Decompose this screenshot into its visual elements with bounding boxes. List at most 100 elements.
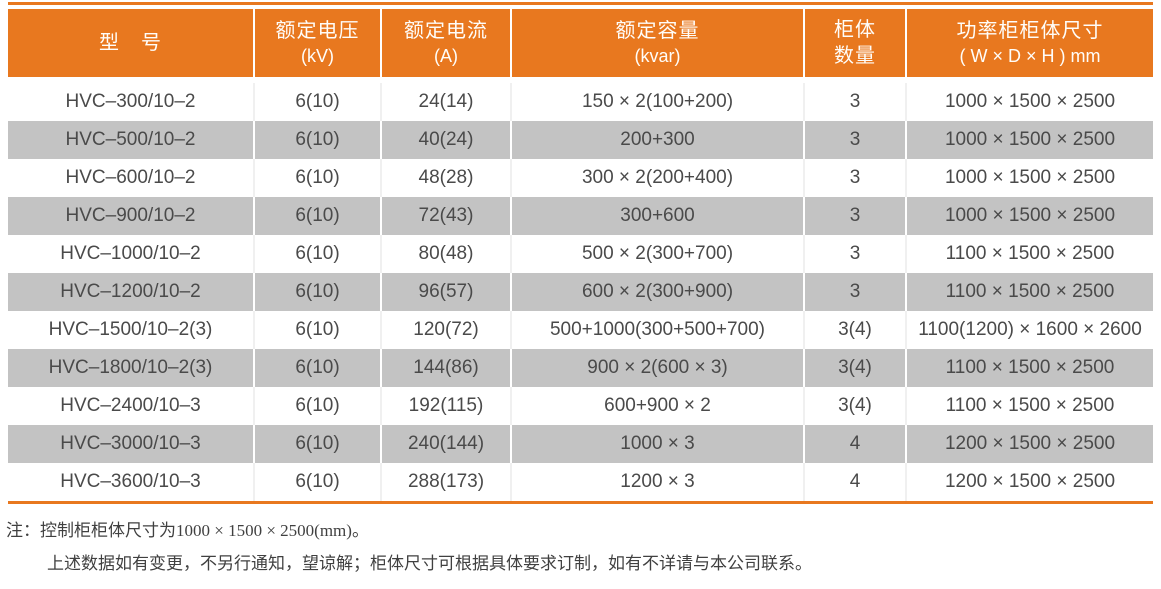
cell-rated-current: 72(43) [380, 197, 510, 235]
cell-rated-voltage: 6(10) [253, 159, 380, 197]
footnote-line-2: 上述数据如有变更，不另行通知，望谅解；柜体尺寸可根据具体要求订制，如有不详请与本… [47, 554, 812, 573]
table-row: HVC–300/10–2 6(10) 24(14) 150 × 2(100+200) 3… [8, 83, 1153, 121]
cell-rated-current: 288(173) [380, 463, 510, 501]
cell-rated-voltage: 6(10) [253, 273, 380, 311]
cell-model: HVC–1500/10–2(3) [8, 311, 253, 349]
cell-cabinet-dimensions: 1000 × 1500 × 2500 [905, 121, 1153, 159]
bottom-rule [8, 501, 1153, 504]
cell-rated-capacity: 600+900 × 2 [510, 387, 803, 425]
cell-cabinet-count: 4 [803, 463, 905, 501]
cell-cabinet-count: 3 [803, 273, 905, 311]
col-header-cabinet-count: 柜体 数量 [803, 9, 905, 83]
cell-rated-capacity: 900 × 2(600 × 3) [510, 349, 803, 387]
cell-rated-voltage: 6(10) [253, 349, 380, 387]
spec-table: 型 号 额定电压 (kV) 额定电流 (A) 额定容量 (kvar) [8, 9, 1153, 501]
col-header-rated-voltage: 额定电压 (kV) [253, 9, 380, 83]
cell-rated-voltage: 6(10) [253, 425, 380, 463]
footnote-line-1: 注：控制柜柜体尺寸为1000 × 1500 × 2500(mm)。 [6, 514, 1156, 547]
col-header-cabinet-dimensions: 功率柜柜体尺寸 ( W × D × H ) mm [905, 9, 1153, 83]
col-header-cabinet-dimensions-unit: ( W × D × H ) mm [959, 46, 1101, 66]
cell-cabinet-dimensions: 1000 × 1500 × 2500 [905, 197, 1153, 235]
cell-rated-current: 40(24) [380, 121, 510, 159]
cell-rated-capacity: 150 × 2(100+200) [510, 83, 803, 121]
cell-cabinet-dimensions: 1000 × 1500 × 2500 [905, 159, 1153, 197]
cell-cabinet-dimensions: 1200 × 1500 × 2500 [905, 425, 1153, 463]
col-header-rated-current-label: 额定电流 [404, 20, 488, 42]
cell-rated-voltage: 6(10) [253, 311, 380, 349]
header-row: 型 号 额定电压 (kV) 额定电流 (A) 额定容量 (kvar) [8, 9, 1153, 83]
cell-cabinet-dimensions: 1100 × 1500 × 2500 [905, 235, 1153, 273]
table-row: HVC–3600/10–3 6(10) 288(173) 1200 × 3 4 1200 … [8, 463, 1153, 501]
table-row: HVC–1800/10–2(3) 6(10) 144(86) 900 × 2(600 … [8, 349, 1153, 387]
cell-rated-capacity: 500+1000(300+500+700) [510, 311, 803, 349]
cell-rated-capacity: 1200 × 3 [510, 463, 803, 501]
footnote-text-1: 控制柜柜体尺寸为1000 × 1500 × 2500(mm)。 [40, 521, 369, 540]
cell-rated-capacity: 300 × 2(200+400) [510, 159, 803, 197]
col-header-rated-current-unit: (A) [434, 46, 458, 66]
cell-rated-current: 192(115) [380, 387, 510, 425]
cell-rated-current: 120(72) [380, 311, 510, 349]
cell-cabinet-count: 3 [803, 197, 905, 235]
cell-rated-voltage: 6(10) [253, 121, 380, 159]
cell-model: HVC–3600/10–3 [8, 463, 253, 501]
col-header-rated-voltage-label: 额定电压 [275, 20, 360, 42]
cell-rated-current: 96(57) [380, 273, 510, 311]
cell-rated-current: 144(86) [380, 349, 510, 387]
footnotes: 注：控制柜柜体尺寸为1000 × 1500 × 2500(mm)。 上述数据如有… [6, 514, 1156, 580]
cell-model: HVC–1800/10–2(3) [8, 349, 253, 387]
cell-cabinet-count: 3(4) [803, 349, 905, 387]
cell-rated-voltage: 6(10) [253, 463, 380, 501]
cell-rated-current: 48(28) [380, 159, 510, 197]
cell-model: HVC–2400/10–3 [8, 387, 253, 425]
col-header-rated-voltage-unit: (kV) [301, 46, 334, 66]
col-header-cabinet-count-label-2: 数量 [834, 45, 876, 67]
cell-cabinet-dimensions: 1200 × 1500 × 2500 [905, 463, 1153, 501]
cell-rated-capacity: 200+300 [510, 121, 803, 159]
table-body: HVC–300/10–2 6(10) 24(14) 150 × 2(100+200) 3… [8, 83, 1153, 501]
spec-table-zone: 型 号 额定电压 (kV) 额定电流 (A) 额定容量 (kvar) [8, 2, 1153, 504]
col-header-model: 型 号 [8, 9, 253, 83]
table-row: HVC–1200/10–2 6(10) 96(57) 600 × 2(300+900)… [8, 273, 1153, 311]
col-header-cabinet-dimensions-label: 功率柜柜体尺寸 [956, 20, 1104, 42]
cell-cabinet-count: 3 [803, 235, 905, 273]
table-row: HVC–900/10–2 6(10) 72(43) 300+600 3 1000 × 15… [8, 197, 1153, 235]
top-rule [8, 2, 1153, 5]
cell-model: HVC–3000/10–3 [8, 425, 253, 463]
col-header-cabinet-count-label-1: 柜体 [834, 19, 876, 41]
table-row: HVC–2400/10–3 6(10) 192(115) 600+900 × 2 3(4… [8, 387, 1153, 425]
cell-rated-voltage: 6(10) [253, 387, 380, 425]
cell-model: HVC–900/10–2 [8, 197, 253, 235]
cell-rated-capacity: 1000 × 3 [510, 425, 803, 463]
cell-cabinet-count: 3(4) [803, 311, 905, 349]
cell-cabinet-dimensions: 1100 × 1500 × 2500 [905, 273, 1153, 311]
cell-model: HVC–1200/10–2 [8, 273, 253, 311]
cell-cabinet-dimensions: 1100 × 1500 × 2500 [905, 387, 1153, 425]
table-row: HVC–600/10–2 6(10) 48(28) 300 × 2(200+400) 3… [8, 159, 1153, 197]
cell-cabinet-count: 3(4) [803, 387, 905, 425]
col-header-rated-current: 额定电流 (A) [380, 9, 510, 83]
cell-rated-current: 80(48) [380, 235, 510, 273]
cell-rated-capacity: 300+600 [510, 197, 803, 235]
cell-cabinet-dimensions: 1100(1200) × 1600 × 2600 [905, 311, 1153, 349]
cell-cabinet-dimensions: 1100 × 1500 × 2500 [905, 349, 1153, 387]
cell-model: HVC–600/10–2 [8, 159, 253, 197]
cell-rated-current: 24(14) [380, 83, 510, 121]
cell-cabinet-dimensions: 1000 × 1500 × 2500 [905, 83, 1153, 121]
cell-rated-voltage: 6(10) [253, 197, 380, 235]
table-row: HVC–3000/10–3 6(10) 240(144) 1000 × 3 4 1200 … [8, 425, 1153, 463]
cell-cabinet-count: 4 [803, 425, 905, 463]
table-row: HVC–1500/10–2(3) 6(10) 120(72) 500+1000(300… [8, 311, 1153, 349]
col-header-rated-capacity: 额定容量 (kvar) [510, 9, 803, 83]
cell-rated-voltage: 6(10) [253, 235, 380, 273]
cell-rated-capacity: 500 × 2(300+700) [510, 235, 803, 273]
footnote-prefix: 注： [6, 521, 40, 540]
table-row: HVC–1000/10–2 6(10) 80(48) 500 × 2(300+700)… [8, 235, 1153, 273]
cell-rated-current: 240(144) [380, 425, 510, 463]
cell-cabinet-count: 3 [803, 121, 905, 159]
cell-cabinet-count: 3 [803, 159, 905, 197]
table-row: HVC–500/10–2 6(10) 40(24) 200+300 3 1000 × 15… [8, 121, 1153, 159]
cell-model: HVC–1000/10–2 [8, 235, 253, 273]
cell-model: HVC–500/10–2 [8, 121, 253, 159]
col-header-model-label: 型 号 [99, 32, 162, 54]
